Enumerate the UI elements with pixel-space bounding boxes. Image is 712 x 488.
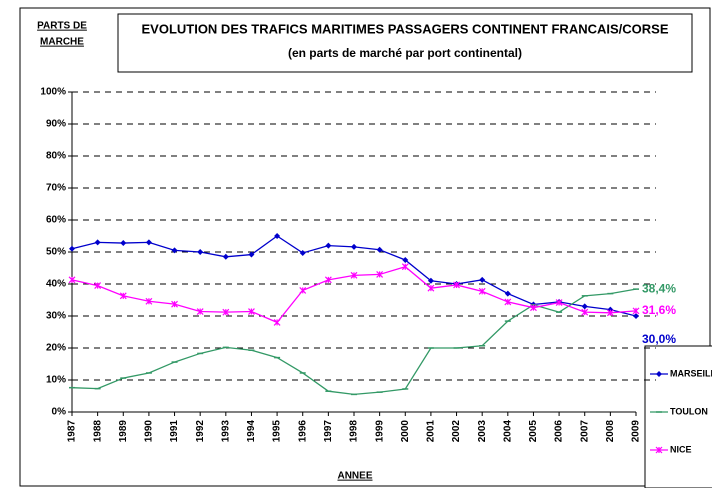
value-label: 30,0% bbox=[642, 332, 676, 346]
y-tick-label: 30% bbox=[46, 311, 66, 322]
marker bbox=[68, 276, 76, 284]
y-tick-label: 80% bbox=[46, 151, 66, 162]
x-tick-label: 1987 bbox=[67, 420, 78, 443]
x-tick-label: 2008 bbox=[605, 420, 616, 443]
marker bbox=[655, 446, 663, 454]
x-tick-label: 1997 bbox=[323, 420, 334, 443]
marker bbox=[324, 276, 332, 284]
marker bbox=[274, 233, 281, 239]
y-tick-label: 70% bbox=[46, 183, 66, 194]
marker bbox=[478, 287, 486, 295]
x-tick-label: 2009 bbox=[631, 420, 642, 443]
chart-title: EVOLUTION DES TRAFICS MARITIMES PASSAGER… bbox=[141, 21, 668, 36]
x-tick-label: 1999 bbox=[374, 420, 385, 443]
x-tick-label: 2003 bbox=[477, 420, 488, 443]
marker bbox=[94, 239, 101, 246]
y-axis-label: MARCHE bbox=[40, 37, 84, 48]
marker bbox=[632, 307, 640, 315]
x-tick-label: 1998 bbox=[349, 420, 360, 443]
marker bbox=[325, 242, 332, 249]
chart-frame bbox=[19, 7, 711, 487]
marker bbox=[427, 277, 434, 284]
marker bbox=[376, 246, 383, 253]
x-tick-label: 2000 bbox=[400, 420, 411, 443]
x-tick-label: 1989 bbox=[118, 420, 129, 443]
x-tick-label: 2002 bbox=[451, 420, 462, 443]
x-tick-label: 1991 bbox=[169, 420, 180, 443]
marker bbox=[581, 303, 588, 310]
marker bbox=[401, 263, 409, 271]
x-tick-label: 1990 bbox=[144, 420, 155, 443]
x-tick-label: 1988 bbox=[92, 420, 103, 443]
marker bbox=[504, 298, 512, 306]
marker bbox=[299, 286, 307, 294]
marker bbox=[248, 251, 255, 258]
marker bbox=[504, 290, 511, 297]
y-axis-label: PARTS DE bbox=[37, 21, 87, 32]
marker bbox=[581, 308, 589, 316]
marker bbox=[530, 304, 537, 312]
y-tick-label: 10% bbox=[46, 375, 66, 386]
x-tick-label: 1996 bbox=[297, 420, 308, 443]
marker bbox=[273, 318, 281, 326]
marker bbox=[94, 282, 102, 290]
marker bbox=[171, 247, 178, 254]
marker bbox=[453, 281, 460, 289]
series-line bbox=[71, 288, 637, 396]
marker bbox=[171, 300, 178, 308]
marker bbox=[350, 271, 358, 279]
marker bbox=[248, 308, 255, 315]
marker bbox=[427, 284, 435, 292]
marker bbox=[119, 292, 127, 300]
marker bbox=[402, 257, 409, 263]
value-label: 31,6% bbox=[642, 303, 676, 317]
marker bbox=[376, 270, 384, 278]
marker bbox=[299, 249, 306, 256]
x-tick-label: 1993 bbox=[220, 420, 231, 443]
y-tick-label: 0% bbox=[52, 407, 67, 418]
y-tick-label: 20% bbox=[46, 343, 66, 354]
legend-label: TOULON bbox=[670, 406, 708, 416]
marker bbox=[555, 299, 563, 306]
marker bbox=[656, 371, 662, 377]
value-label: 38,4% bbox=[642, 281, 676, 295]
y-tick-label: 90% bbox=[46, 119, 66, 130]
y-tick-label: 60% bbox=[46, 215, 66, 226]
marker bbox=[196, 308, 204, 315]
x-axis-label: ANNEE bbox=[337, 471, 372, 482]
legend-label: NICE bbox=[670, 444, 692, 454]
marker bbox=[351, 243, 357, 250]
marker bbox=[222, 308, 230, 316]
chart-subtitle: (en parts de marché par port continental… bbox=[288, 46, 522, 60]
marker bbox=[606, 309, 614, 317]
marker bbox=[145, 297, 153, 305]
title-box bbox=[117, 13, 693, 73]
y-tick-label: 40% bbox=[46, 279, 66, 290]
x-tick-label: 2004 bbox=[502, 420, 513, 443]
marker bbox=[120, 240, 127, 247]
legend-label: MARSEILLE bbox=[670, 368, 712, 378]
x-tick-label: 2006 bbox=[554, 420, 565, 443]
x-tick-label: 2007 bbox=[579, 420, 590, 443]
x-tick-label: 2001 bbox=[426, 420, 437, 443]
marker bbox=[222, 253, 229, 260]
marker bbox=[197, 249, 204, 255]
y-tick-label: 50% bbox=[46, 247, 66, 258]
marker bbox=[145, 239, 152, 246]
x-tick-label: 1992 bbox=[195, 420, 206, 443]
x-tick-label: 2005 bbox=[528, 420, 539, 443]
y-tick-label: 100% bbox=[40, 87, 66, 98]
legend-box bbox=[644, 345, 712, 488]
x-tick-label: 1995 bbox=[272, 420, 283, 443]
marker bbox=[69, 245, 75, 252]
marker bbox=[633, 313, 639, 319]
x-tick-label: 1994 bbox=[246, 420, 257, 443]
marker bbox=[479, 276, 486, 283]
